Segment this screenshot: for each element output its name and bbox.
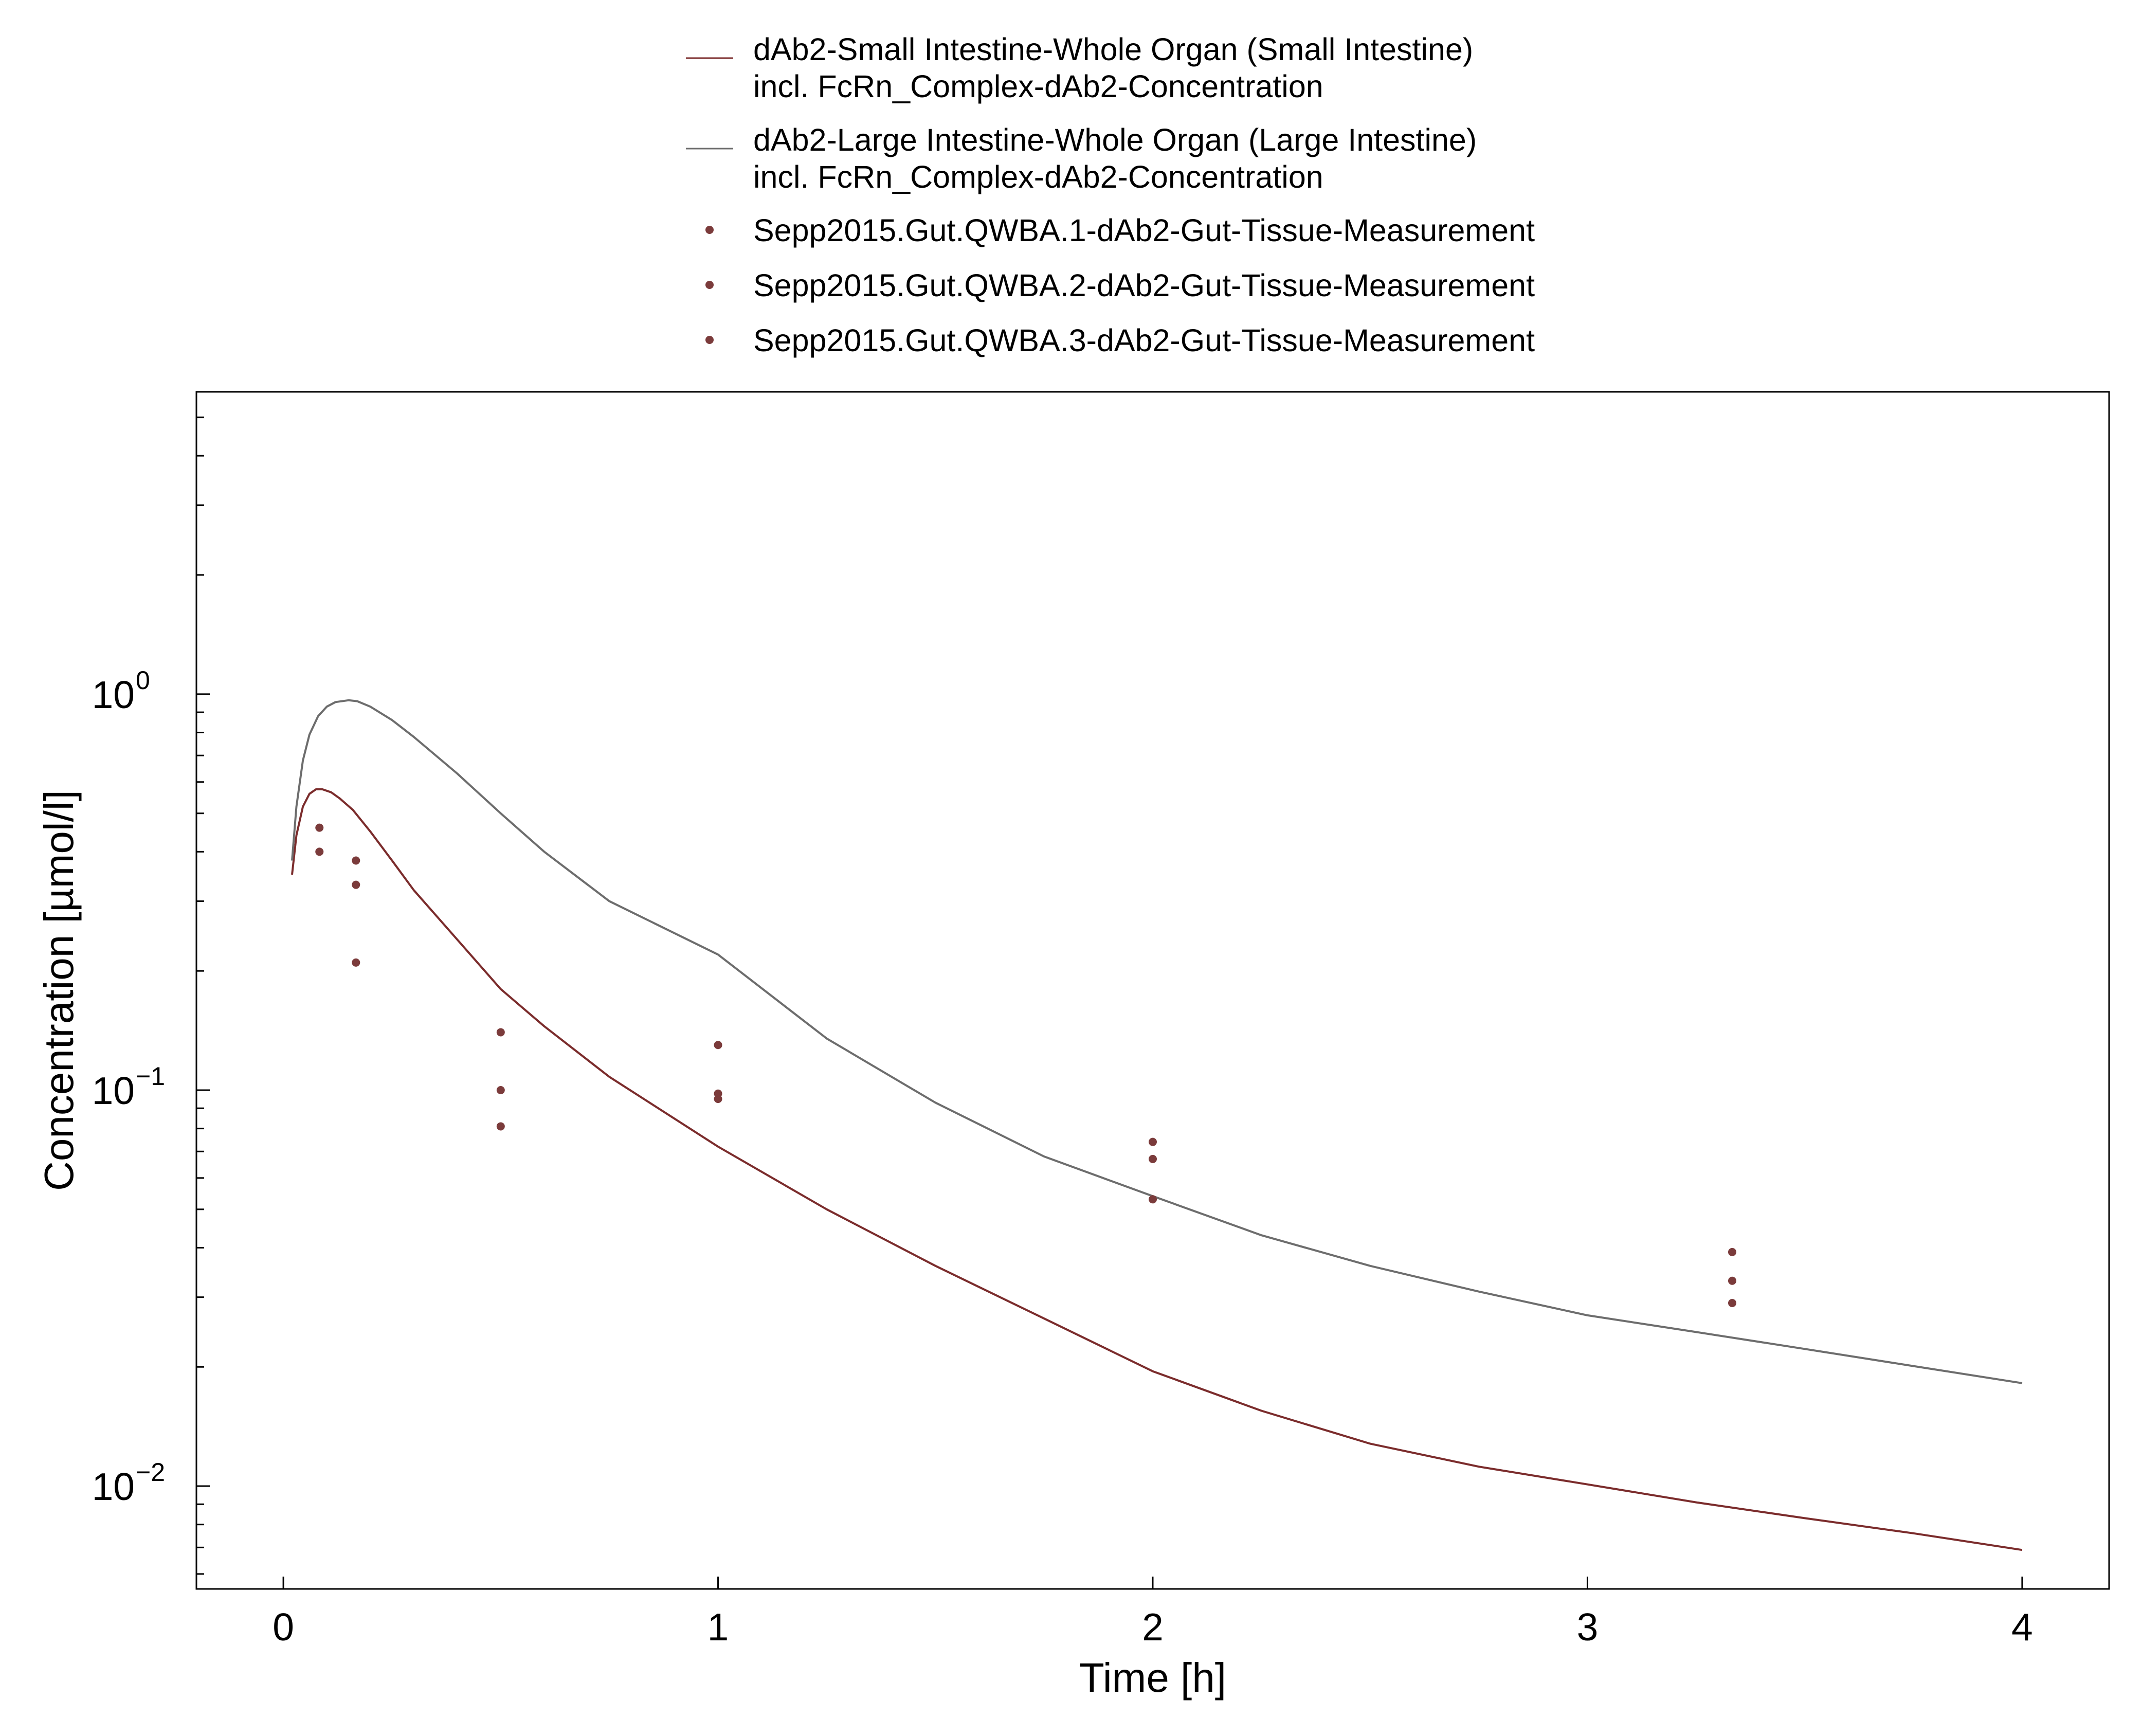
data-point-series-2 — [714, 1041, 722, 1050]
y-axis-label: Concentration [µmol/l] — [36, 790, 82, 1191]
y-tick-label: 10 — [92, 1069, 135, 1112]
x-tick-label: 3 — [1577, 1605, 1599, 1649]
data-point-series-2 — [352, 856, 360, 865]
y-tick-base: 10 — [92, 1465, 135, 1508]
data-point-series-4 — [1728, 1298, 1736, 1307]
legend-label: Sepp2015.Gut.QWBA.1-dAb2-Gut-Tissue-Meas… — [753, 213, 1535, 248]
legend-label: dAb2-Small Intestine-Whole Organ (Small … — [753, 32, 1473, 67]
legend-item: Sepp2015.Gut.QWBA.3-dAb2-Gut-Tissue-Meas… — [705, 323, 1535, 358]
data-point-series-4 — [496, 1122, 505, 1131]
data-point-series-4 — [352, 958, 360, 967]
x-tick-label: 1 — [707, 1605, 729, 1649]
y-tick-exponent: 0 — [136, 666, 150, 695]
data-point-series-3 — [315, 847, 324, 856]
y-tick-label: 10 — [92, 1465, 135, 1508]
legend-label: incl. FcRn_Complex-dAb2-Concentration — [753, 69, 1323, 104]
series-layer — [291, 699, 2023, 1551]
legend-label: Sepp2015.Gut.QWBA.2-dAb2-Gut-Tissue-Meas… — [753, 268, 1535, 303]
legend-item: Sepp2015.Gut.QWBA.1-dAb2-Gut-Tissue-Meas… — [705, 213, 1535, 248]
legend-marker-swatch — [705, 281, 714, 289]
legend-label: Sepp2015.Gut.QWBA.3-dAb2-Gut-Tissue-Meas… — [753, 323, 1535, 358]
legend-marker-swatch — [705, 226, 714, 234]
y-tick-exponent: −1 — [136, 1062, 165, 1091]
y-tick-exponent: −2 — [136, 1458, 165, 1487]
data-point-series-2 — [496, 1028, 505, 1037]
x-tick-label: 0 — [273, 1605, 294, 1649]
legend-item: dAb2-Large Intestine-Whole Organ (Large … — [686, 122, 1477, 194]
y-tick-label: 10 — [92, 673, 135, 716]
legend-label: incl. FcRn_Complex-dAb2-Concentration — [753, 159, 1323, 194]
x-tick-label: 4 — [2011, 1605, 2033, 1649]
legend: dAb2-Small Intestine-Whole Organ (Small … — [686, 32, 1535, 358]
data-point-series-3 — [352, 880, 360, 889]
data-point-series-4 — [714, 1095, 722, 1104]
data-point-series-2 — [1728, 1247, 1736, 1256]
x-axis: 0 1 2 3 4 — [273, 1577, 2033, 1649]
data-point-series-2 — [315, 823, 324, 832]
data-point-series-4 — [1149, 1195, 1157, 1204]
data-point-series-3 — [496, 1086, 505, 1094]
legend-item: Sepp2015.Gut.QWBA.2-dAb2-Gut-Tissue-Meas… — [705, 268, 1535, 303]
y-tick-base: 10 — [92, 1069, 135, 1112]
x-axis-label: Time [h] — [1079, 1655, 1226, 1701]
data-point-series-3 — [1728, 1276, 1736, 1285]
data-point-series-3 — [1149, 1154, 1157, 1163]
series-line-0 — [291, 788, 2023, 1551]
y-tick-base: 10 — [92, 673, 135, 716]
legend-item: dAb2-Small Intestine-Whole Organ (Small … — [686, 32, 1473, 104]
legend-marker-swatch — [705, 336, 714, 344]
data-point-series-2 — [1149, 1137, 1157, 1146]
legend-label: dAb2-Large Intestine-Whole Organ (Large … — [753, 122, 1477, 157]
x-tick-label: 2 — [1142, 1605, 1164, 1649]
series-line-1 — [291, 699, 2023, 1384]
